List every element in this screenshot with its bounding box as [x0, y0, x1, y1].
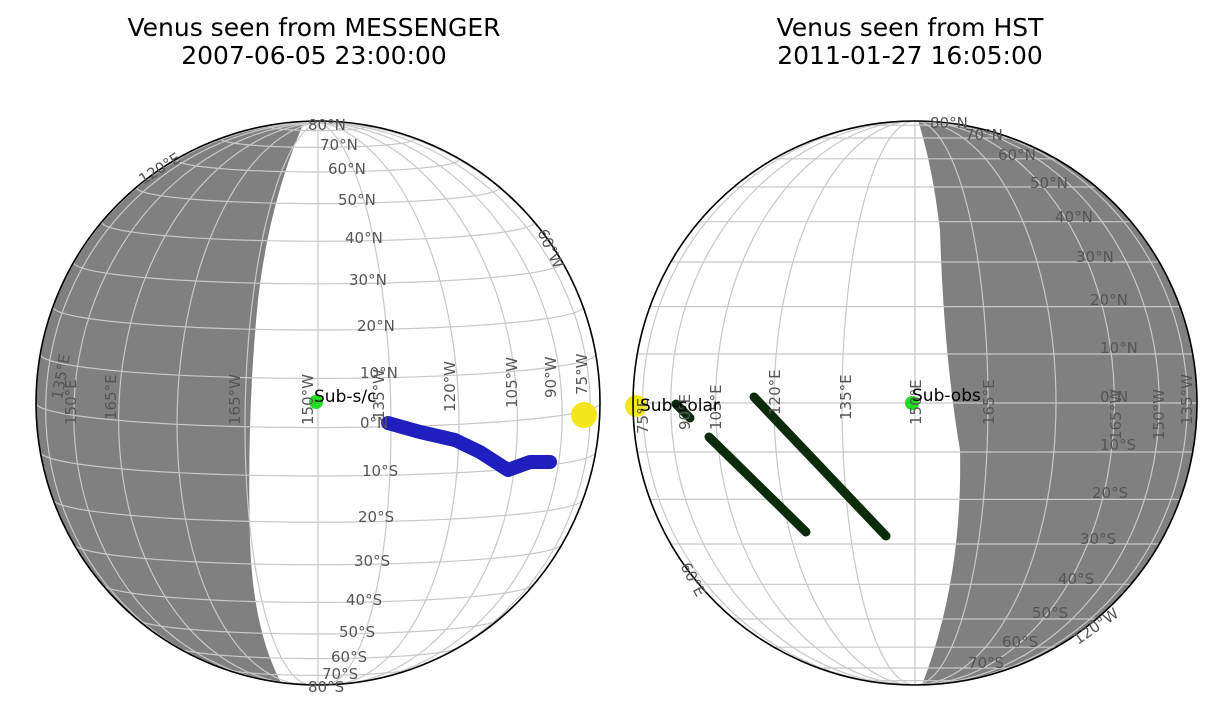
lat-label: 60°N — [998, 146, 1036, 164]
right-globe-rim — [632, 120, 1198, 686]
lat-label: 50°S — [1032, 604, 1068, 622]
lat-label: 70°S — [322, 665, 358, 683]
right-datetime: 2011-01-27 16:05:00 — [777, 41, 1043, 70]
lat-label: 60°S — [1002, 633, 1038, 651]
lon-label: 75°E — [634, 398, 652, 434]
lon-label: 150°E — [907, 379, 925, 425]
graticule-line — [317, 121, 392, 685]
graticule-line — [136, 186, 500, 205]
lon-label: 120°W — [441, 361, 459, 412]
lat-label: 70°S — [968, 654, 1004, 672]
lat-label: 30°S — [354, 552, 390, 570]
lat-label: 40°S — [1058, 570, 1094, 588]
lat-label: 50°N — [1030, 174, 1068, 192]
graticule-line — [52, 499, 584, 523]
graticule-line — [914, 121, 1160, 685]
right-subsolar-label: Sub-solar — [640, 396, 720, 416]
left-globe-rim — [35, 120, 601, 686]
lat-label: 30°N — [1076, 248, 1114, 266]
graticule-line — [914, 121, 1189, 685]
lon-label: 165°W — [226, 374, 244, 425]
graticule-line — [914, 121, 1116, 685]
graticule-line — [317, 121, 592, 669]
right-subpoint-marker — [905, 396, 919, 410]
lon-label: 165°E — [102, 374, 120, 420]
lon-label: 120°E — [766, 369, 784, 415]
lat-label: 10°S — [362, 462, 398, 480]
graticule-line — [317, 121, 563, 681]
lat-label: 20°S — [358, 508, 394, 526]
graticule-line — [244, 121, 319, 685]
lon-label: 90°W — [542, 356, 560, 398]
graticule-line — [44, 121, 319, 669]
lon-label: 75°W — [573, 353, 591, 395]
lat-label: 50°N — [338, 191, 376, 209]
graticule-line — [176, 121, 319, 685]
lat-label: 70°N — [320, 136, 358, 154]
graticule-line — [73, 121, 319, 681]
left-subsolar-marker — [571, 402, 597, 428]
lat-label: 80°N — [308, 116, 346, 134]
lon-label: 165°E — [980, 379, 998, 425]
lon-label: 150°E — [62, 379, 80, 425]
lon-label: 90°E — [676, 394, 694, 430]
graticule-line — [317, 121, 460, 685]
lat-label: 20°N — [357, 317, 395, 335]
lat-label: 30°N — [349, 271, 387, 289]
lat-label: 40°N — [1055, 208, 1093, 226]
graticule-line — [773, 121, 916, 685]
lat-label: 60°S — [331, 648, 367, 666]
left-subpoint-label: Sub-s/c — [314, 387, 376, 407]
right-track-3 — [749, 392, 891, 541]
lat-label: 30°S — [1080, 530, 1116, 548]
graticule-line — [40, 452, 596, 477]
lat-label: 70°N — [965, 126, 1003, 144]
lat-label: 80°S — [308, 678, 344, 696]
left-datetime: 2007-06-05 23:00:00 — [181, 41, 447, 70]
lat-label: 20°N — [1090, 291, 1128, 309]
right-track-1 — [671, 399, 695, 423]
right-subpoint-label: Sub-obs — [912, 386, 981, 406]
left-globe — [35, 120, 601, 686]
right-track-2 — [704, 432, 811, 537]
graticule-line — [914, 121, 1057, 685]
graticule-line — [914, 121, 989, 685]
lat-label: 20°S — [1092, 484, 1128, 502]
lon-label: 135°W — [370, 369, 388, 420]
lat-label: 80°N — [930, 114, 968, 132]
lat-label: 0°N — [1100, 388, 1128, 406]
left-lat-labels: 80°N 70°N 60°N 50°N 40°N 30°N 20°N 10°N … — [308, 116, 398, 696]
graticule-line — [317, 121, 519, 684]
graticule-line — [73, 544, 563, 566]
graticule-line — [117, 121, 319, 684]
lon-label: 135°E — [837, 374, 855, 420]
lat-label: 10°N — [1100, 339, 1138, 357]
graticule-line — [841, 121, 916, 685]
lon-label: 105°W — [503, 357, 521, 408]
right-graticule — [633, 121, 1197, 685]
graticule-line — [714, 121, 916, 685]
lon-label: 135°W — [1178, 374, 1196, 425]
lat-label: 10°N — [360, 364, 398, 382]
graticule-line — [670, 121, 916, 685]
left-graticule — [36, 121, 600, 685]
left-title: Venus seen from MESSENGER — [127, 13, 500, 42]
lat-label: 10°S — [1100, 436, 1136, 454]
lat-label: 40°N — [345, 229, 383, 247]
lat-label: 60°N — [328, 160, 366, 178]
left-track — [381, 416, 557, 477]
lon-label: 165°W — [1107, 389, 1125, 440]
right-title: Venus seen from HST — [777, 13, 1045, 42]
lat-label: 40°S — [346, 591, 382, 609]
left-subpoint-marker — [309, 395, 323, 409]
lon-label: 150°W — [299, 374, 317, 425]
lat-label: 50°S — [339, 623, 375, 641]
lon-label: 105°E — [707, 384, 725, 430]
graticule-line — [101, 221, 535, 242]
right-subsolar-marker — [625, 395, 647, 417]
lon-label: 150°W — [1150, 389, 1168, 440]
right-lat-labels: 80°N 70°N 60°N 50°N 40°N 30°N 20°N 10°N … — [930, 114, 1138, 672]
lat-label: 0°N — [360, 414, 388, 432]
